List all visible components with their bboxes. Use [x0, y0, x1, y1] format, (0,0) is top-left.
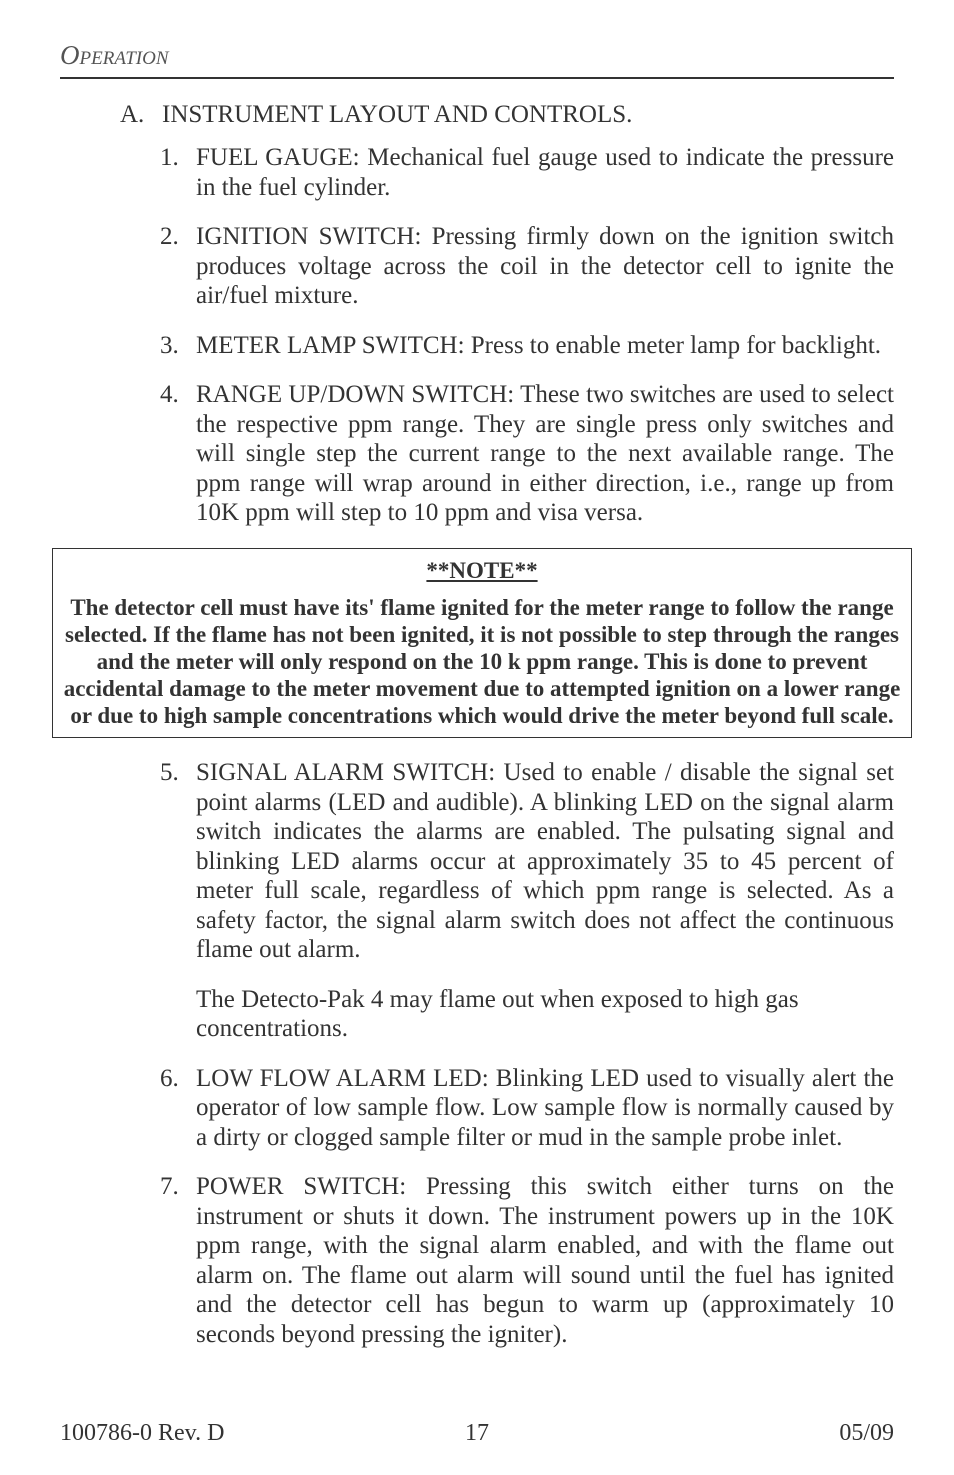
list-item: 6. LOW FLOW ALARM LED: Blinking LED used… [160, 1064, 894, 1153]
list-item: 5. SIGNAL ALARM SWITCH: Used to enable /… [160, 758, 894, 965]
list-item: 3. METER LAMP SWITCH: Press to enable me… [160, 331, 894, 361]
section-a: A. INSTRUMENT LAYOUT AND CONTROLS. [120, 101, 894, 129]
item-text: IGNITION SWITCH: Pressing firmly down on… [196, 222, 894, 311]
page-header: Operation [60, 40, 894, 79]
item-number: 4. [160, 380, 196, 528]
list-item: 2. IGNITION SWITCH: Pressing firmly down… [160, 222, 894, 311]
item-text: FUEL GAUGE: Mechanical fuel gauge used t… [196, 143, 894, 202]
item-text: RANGE UP/DOWN SWITCH: These two switches… [196, 380, 894, 528]
item-number: 6. [160, 1064, 196, 1153]
item-text: SIGNAL ALARM SWITCH: Used to enable / di… [196, 758, 894, 965]
item-number: 2. [160, 222, 196, 311]
list-item: 1. FUEL GAUGE: Mechanical fuel gauge use… [160, 143, 894, 202]
page: Operation A. INSTRUMENT LAYOUT AND CONTR… [0, 0, 954, 1475]
section-a-label: A. [120, 101, 162, 129]
item-number: 5. [160, 758, 196, 965]
list-item: 4. RANGE UP/DOWN SWITCH: These two switc… [160, 380, 894, 528]
item-number: 7. [160, 1172, 196, 1349]
paragraph: The Detecto-Pak 4 may flame out when exp… [196, 985, 894, 1044]
list-item: 7. POWER SWITCH: Pressing this switch ei… [160, 1172, 894, 1349]
item-text: LOW FLOW ALARM LED: Blinking LED used to… [196, 1064, 894, 1153]
section-a-title: INSTRUMENT LAYOUT AND CONTROLS. [162, 101, 632, 129]
item-text: POWER SWITCH: Pressing this switch eithe… [196, 1172, 894, 1349]
footer-page-number: 17 [60, 1420, 894, 1447]
note-title: **NOTE** [57, 557, 907, 584]
item-number: 3. [160, 331, 196, 361]
note-body: The detector cell must have its' flame i… [57, 594, 907, 730]
item-number: 1. [160, 143, 196, 202]
page-footer: 100786-0 Rev. D 17 05/09 [60, 1420, 894, 1447]
item-text: METER LAMP SWITCH: Press to enable meter… [196, 331, 894, 361]
note-box: **NOTE** The detector cell must have its… [52, 548, 912, 739]
